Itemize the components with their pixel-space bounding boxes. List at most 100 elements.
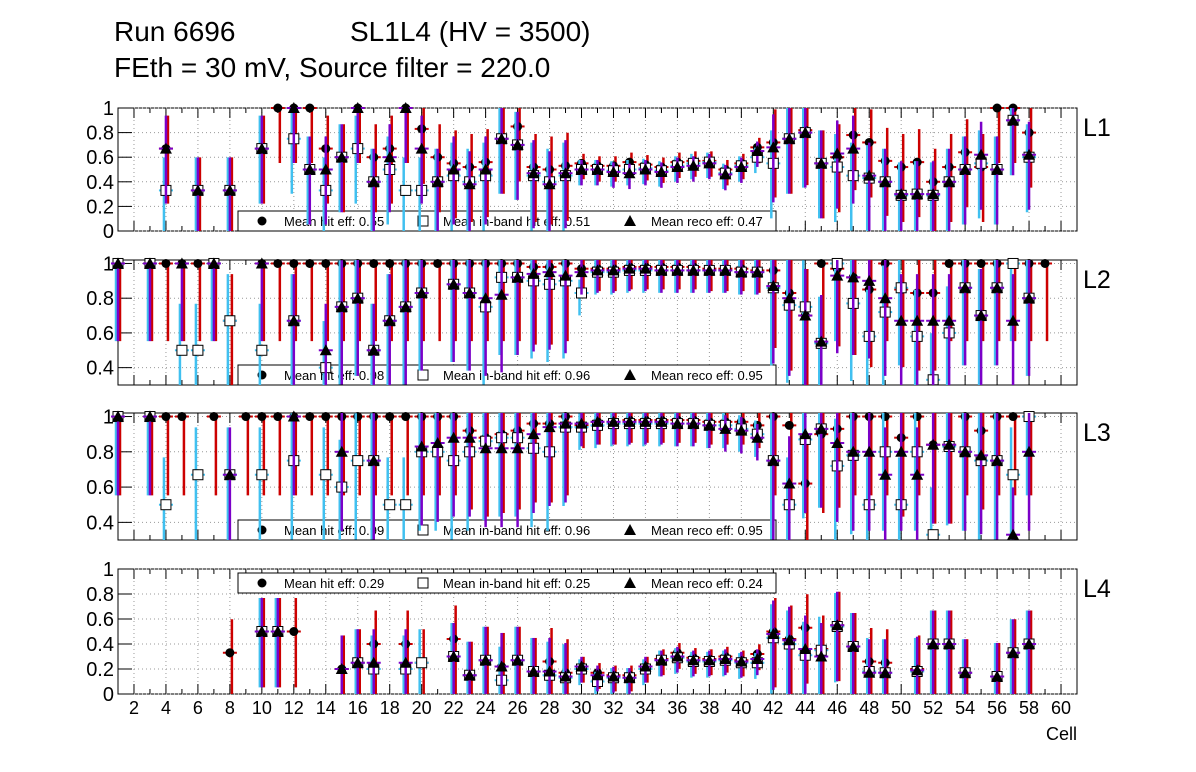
panel-l1: 0 0.20.4 0.60.8 1 L1 Mean hit eff: 0.55 Mean i… xyxy=(86,98,1111,243)
y-tick-label: 1 xyxy=(103,407,114,429)
legend-label-hit: Mean hit eff: 0.99 xyxy=(284,523,384,538)
point-reco xyxy=(255,257,268,269)
y-tick-label: 0.6 xyxy=(86,477,114,499)
point-reco xyxy=(639,415,652,427)
point-reco xyxy=(735,161,748,173)
point-reco xyxy=(767,454,780,466)
legend-label-inband: Mean in-band hit eff: 0.96 xyxy=(443,368,590,383)
point-hit xyxy=(257,412,267,422)
x-tick-label: 40 xyxy=(731,698,751,718)
point-reco xyxy=(911,188,924,200)
point-reco xyxy=(831,269,844,281)
y-tick-label: 0.4 xyxy=(86,634,114,656)
point-reco xyxy=(223,468,236,480)
point-hit xyxy=(321,412,331,422)
point-hit xyxy=(385,258,395,268)
x-tick-label: 10 xyxy=(252,698,272,718)
point-reco xyxy=(799,428,812,440)
point-reco xyxy=(591,264,604,276)
point-reco xyxy=(255,625,268,637)
point-inband xyxy=(192,344,204,356)
legend-label-inband: Mean in-band hit eff: 0.25 xyxy=(443,576,590,591)
point-reco xyxy=(191,184,204,196)
point-hit xyxy=(433,258,443,268)
x-tick-label: 26 xyxy=(508,698,528,718)
point-reco xyxy=(1023,148,1036,160)
y-tick-label: 0.6 xyxy=(86,147,114,169)
point-reco xyxy=(112,257,124,269)
point-hit xyxy=(992,103,1002,113)
point-inband xyxy=(176,344,188,356)
point-reco xyxy=(719,422,732,434)
point-reco xyxy=(703,157,716,169)
point-inband xyxy=(320,469,332,481)
point-reco xyxy=(831,619,844,631)
point-reco xyxy=(863,274,876,286)
point-reco xyxy=(847,271,860,283)
point-reco xyxy=(511,138,524,150)
point-reco xyxy=(623,415,636,427)
point-reco xyxy=(495,442,508,454)
legend-label-hit: Mean hit eff: 0.55 xyxy=(284,214,384,229)
point-reco xyxy=(719,264,732,276)
point-hit xyxy=(289,258,299,268)
point-hit xyxy=(385,412,395,422)
point-reco xyxy=(975,449,988,461)
point-reco xyxy=(367,344,380,356)
legend-label-hit: Mean hit eff: 0.98 xyxy=(284,368,384,383)
point-reco xyxy=(159,142,172,154)
point-reco xyxy=(431,175,444,187)
point-reco xyxy=(495,132,508,144)
legend-label-inband: Mean in-band hit eff: 0.51 xyxy=(443,214,590,229)
point-reco xyxy=(959,163,972,175)
point-reco xyxy=(527,167,540,179)
point-reco xyxy=(543,178,556,190)
x-tick-label: 56 xyxy=(987,698,1007,718)
point-reco xyxy=(735,266,748,278)
point-reco xyxy=(303,163,316,175)
point-reco xyxy=(735,655,748,667)
point-reco xyxy=(335,300,348,312)
point-reco xyxy=(495,288,508,300)
point-reco xyxy=(895,188,908,200)
point-reco xyxy=(351,102,364,113)
point-reco xyxy=(687,654,700,666)
point-reco xyxy=(943,175,956,187)
point-reco xyxy=(463,178,476,190)
point-reco xyxy=(783,634,796,646)
legend-label-reco: Mean reco eff: 0.95 xyxy=(651,368,763,383)
point-reco xyxy=(575,660,588,672)
point-reco xyxy=(671,650,684,662)
x-tick-label: 18 xyxy=(380,698,400,718)
point-reco xyxy=(703,264,716,276)
point-reco xyxy=(751,266,764,278)
point-reco xyxy=(895,445,908,457)
title-settings: FEth = 30 mV, Source filter = 220.0 xyxy=(114,52,551,83)
point-inband xyxy=(256,344,268,356)
point-inband xyxy=(256,469,268,481)
point-hit xyxy=(816,258,826,268)
point-reco xyxy=(447,163,460,175)
point-reco xyxy=(415,440,428,452)
x-tick-label: 14 xyxy=(316,698,336,718)
point-reco xyxy=(1007,314,1020,326)
point-inband xyxy=(400,499,412,511)
x-axis-label: Cell xyxy=(1046,724,1077,744)
point-reco xyxy=(959,445,972,457)
point-reco xyxy=(815,335,828,347)
point-hit xyxy=(193,258,203,268)
point-hit xyxy=(161,258,171,268)
layer-label: L4 xyxy=(1083,575,1111,603)
title-run: Run 6696 xyxy=(114,16,236,47)
point-reco xyxy=(799,309,812,321)
point-hit xyxy=(321,258,331,268)
point-reco xyxy=(511,271,524,283)
point-hit xyxy=(241,412,251,422)
point-reco xyxy=(207,257,220,269)
point-reco xyxy=(687,417,700,429)
point-inband xyxy=(400,184,412,196)
point-hit xyxy=(976,258,986,268)
point-hit xyxy=(273,412,283,422)
point-reco xyxy=(991,454,1004,466)
point-reco xyxy=(639,660,652,672)
